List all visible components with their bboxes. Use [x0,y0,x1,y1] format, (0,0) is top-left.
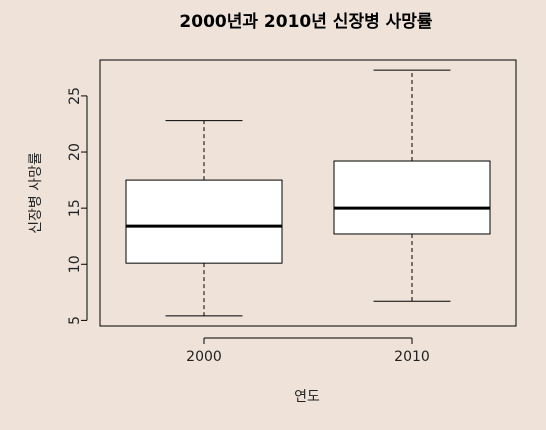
iqr-box [125,179,283,264]
chart-title: 2000년과 2010년 신장병 사망률 [179,12,433,32]
y-tick-label: 20 [67,143,83,161]
plot-frame [99,59,517,327]
iqr-box [333,160,491,235]
box-2000 [125,120,283,317]
x-axis: 2000 2010 [186,337,430,365]
y-tick-label: 5 [67,316,83,325]
x-tick-label: 2000 [186,349,222,365]
y-tick-label: 10 [67,255,83,273]
y-axis-label: 신장병 사망률 [28,152,44,234]
y-tick-label: 15 [67,199,83,217]
y-tick-label: 25 [67,87,83,105]
boxes-group [125,69,491,317]
box-2010 [333,69,491,302]
x-axis-label: 연도 [294,389,320,405]
y-axis: 5 10 15 20 25 [67,87,88,325]
x-tick-label: 2010 [394,349,430,365]
